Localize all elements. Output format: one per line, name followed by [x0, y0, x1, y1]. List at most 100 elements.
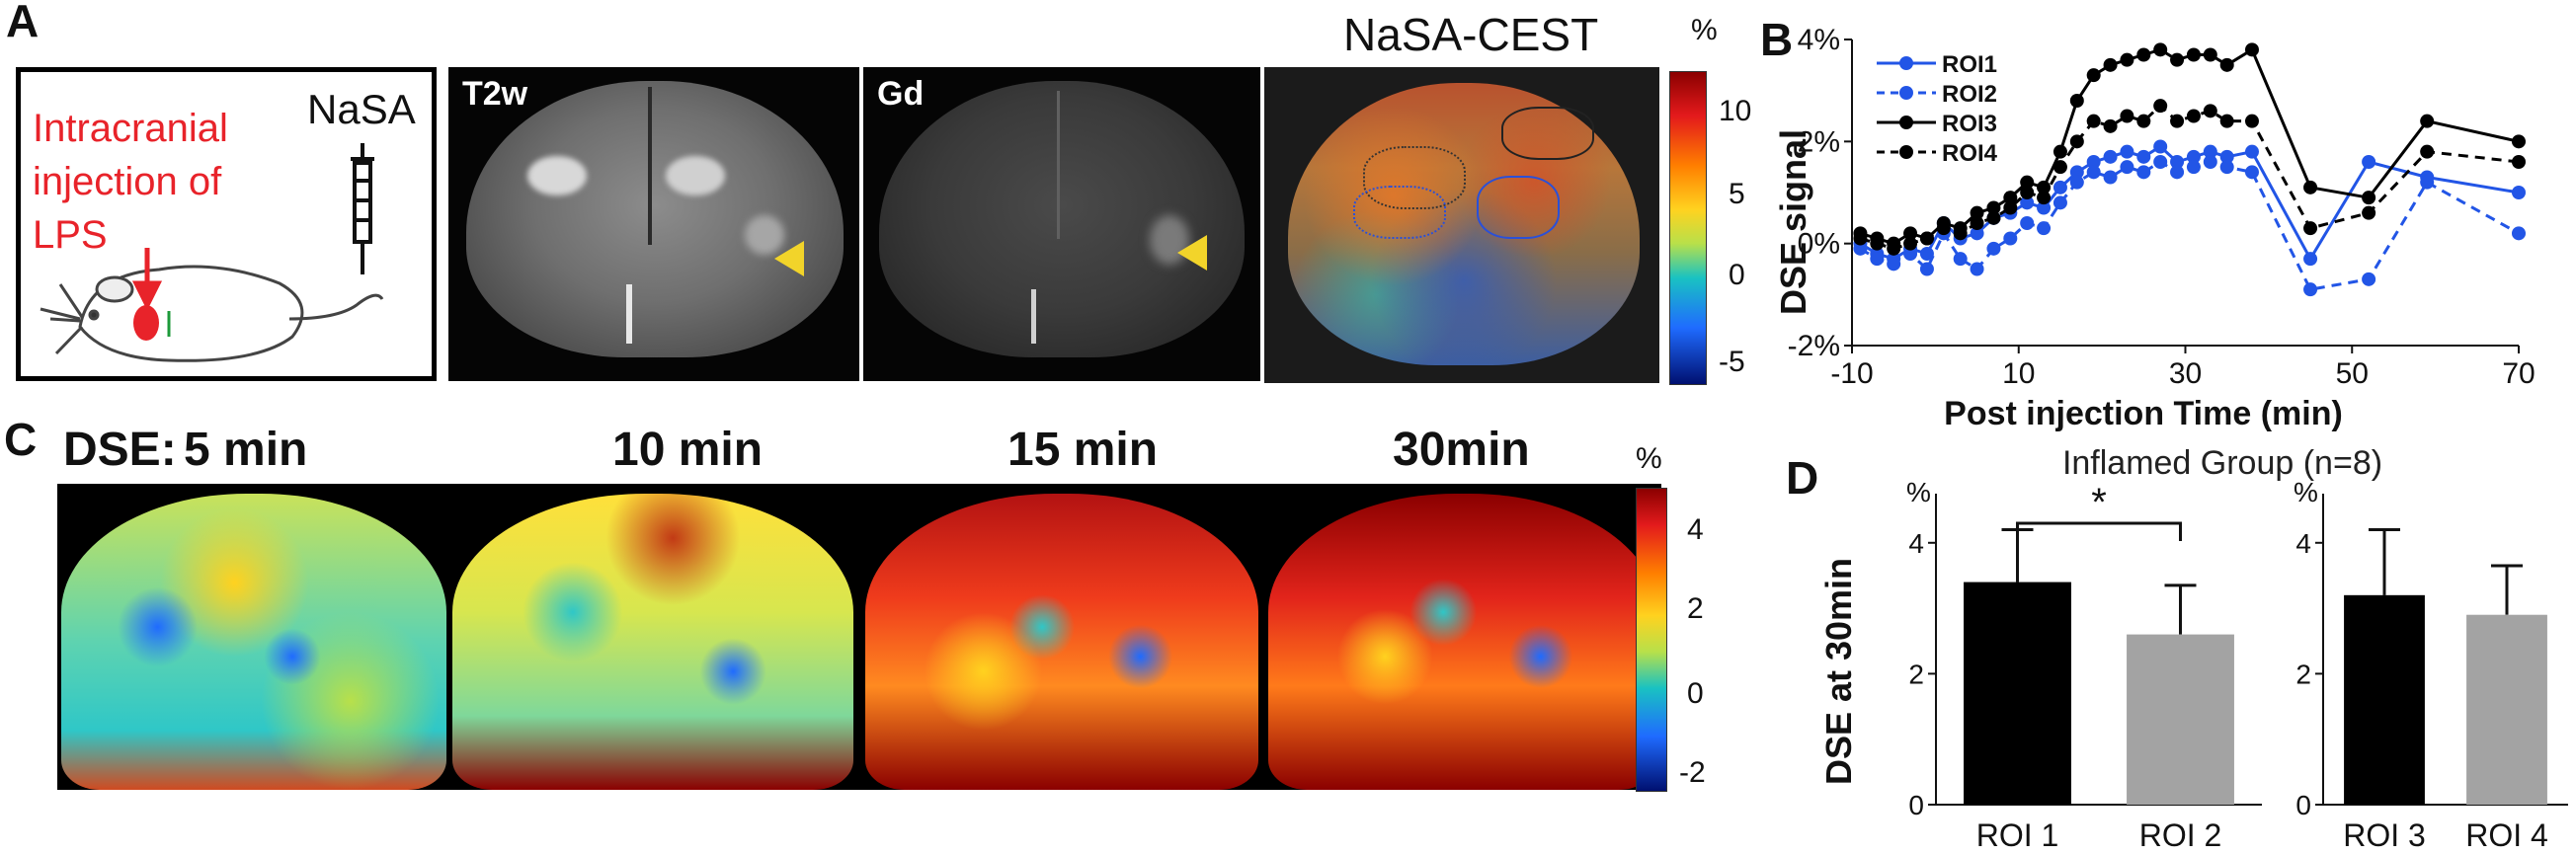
chart-b-point	[2020, 195, 2035, 210]
chart-b-point	[1953, 226, 1968, 241]
chart-b-point	[1903, 226, 1918, 241]
chart-d-category-label: ROI 3	[2343, 817, 2426, 853]
chart-b-point	[2512, 186, 2526, 199]
chart-b-point	[1986, 210, 2001, 225]
dse-time-label: 15 min	[1007, 424, 1159, 476]
chart-b-series-roi1	[1853, 139, 2526, 267]
colorbar-a-unit: %	[1691, 14, 1718, 46]
chart-b-point	[2069, 165, 2084, 180]
chart-d-group: % 0 2 4 ROI 3 ROI 4	[2294, 477, 2568, 853]
chart-d-significance-bracket	[2016, 521, 2182, 541]
colorbar-a-tick: 10	[1719, 95, 1752, 127]
chart-b-point	[2103, 57, 2118, 72]
chart-b-point	[2086, 165, 2101, 180]
chart-b-point	[1986, 200, 2001, 215]
chart-b-point	[2303, 221, 2318, 236]
colorbar-c-tick: -2	[1679, 756, 1706, 789]
colorbar-c	[1636, 488, 1667, 792]
chart-b-point	[2120, 144, 2134, 159]
chart-b-point	[2153, 139, 2168, 154]
chart-d-category-label: ROI 1	[1976, 817, 2059, 853]
chart-d-unit: %	[2294, 477, 2318, 507]
chart-b-ytick-label: 0%	[1798, 228, 1840, 261]
dse-map-30min	[1264, 484, 1661, 790]
chart-b-point	[2020, 175, 2035, 190]
chart-b-point	[2053, 195, 2067, 210]
chart-b-ylabel: DSE signal	[1773, 129, 1813, 315]
chart-b-point	[2103, 149, 2118, 164]
chart-d-unit: %	[1906, 477, 1931, 507]
chart-b-point	[2362, 155, 2376, 169]
chart-b-series-roi2	[1853, 155, 2526, 297]
chart-b-point	[2245, 144, 2259, 159]
chart-b-point	[1903, 247, 1918, 261]
chart-b-point	[1919, 247, 1934, 261]
dse-map-10min	[446, 484, 859, 790]
chart-b-xtick-label: 30	[2169, 357, 2202, 390]
chart-b-point	[2037, 200, 2052, 215]
dse-map-5min	[57, 484, 450, 790]
chart-b-point	[2053, 160, 2067, 175]
chart-b-point	[2420, 114, 2435, 128]
chart-d-bar	[1964, 582, 2071, 805]
chart-b-point	[2003, 231, 2018, 246]
chart-b-point	[1970, 226, 1984, 241]
chart-b-point	[2186, 160, 2201, 175]
chart-b-ytick-label: 2%	[1798, 125, 1840, 158]
nasa-label: NaSA	[307, 86, 416, 132]
chart-b-point	[2245, 42, 2259, 57]
cartoon-text-line2: injection of	[33, 160, 222, 203]
cartoon-text-line3: LPS	[33, 213, 108, 257]
chart-b-point	[1919, 262, 1934, 276]
chart-b-point	[1936, 221, 1951, 236]
chart-d-ylabel: DSE at 30min	[1818, 558, 1859, 785]
chart-d-ytick-label: 2	[1908, 659, 1924, 689]
yellow-arrow-icon	[774, 241, 804, 276]
chart-b-xlabel: Post injection Time (min)	[1944, 395, 2343, 432]
chart-b-point	[2170, 114, 2185, 128]
colorbar-a-tick: 0	[1729, 259, 1745, 291]
chart-d-ytick-label: 4	[1908, 528, 1924, 559]
chart-b-legend-label: ROI2	[1942, 81, 1997, 108]
chart-b-point	[2103, 118, 2118, 133]
chart-b-point	[1970, 205, 1984, 220]
chart-b-legend-item: ROI2	[1877, 81, 1997, 108]
chart-b-point	[2303, 252, 2318, 267]
chart-b-ytick-label: -2%	[1788, 330, 1840, 362]
chart-b-point	[1919, 231, 1934, 246]
chart-b-point	[2103, 170, 2118, 185]
chart-b-point	[2245, 165, 2259, 180]
colorbar-a-tick: 5	[1729, 178, 1745, 210]
chart-b-point	[2053, 144, 2067, 159]
chart-b-point	[2203, 155, 2217, 169]
chart-b-point	[2136, 149, 2151, 164]
chart-b-point	[2420, 175, 2435, 190]
chart-b-xtick-label: -10	[1830, 357, 1873, 390]
chart-b-point	[2037, 221, 2052, 236]
chart-b-series-line	[1859, 160, 2520, 291]
chart-d-group: % 0 2 4 ROI 1 ROI 2 *	[1906, 477, 2262, 853]
chart-b-point	[2170, 52, 2185, 67]
chart-b-point	[1870, 252, 1885, 267]
chart-b-point	[2020, 186, 2035, 199]
chart-b-point	[2153, 42, 2168, 57]
chart-b-point	[2203, 104, 2217, 118]
chart-b-point	[2069, 134, 2084, 149]
chart-b-point	[1887, 241, 1901, 256]
chart-b-point	[2362, 272, 2376, 286]
dse-prefix: DSE:	[63, 424, 177, 476]
chart-b-point	[2037, 191, 2052, 205]
chart-b-point	[2020, 216, 2035, 230]
chart-d-category-label: ROI 2	[2139, 817, 2222, 853]
chart-b-point	[2136, 47, 2151, 62]
yellow-arrow-icon	[1177, 235, 1207, 271]
chart-b-legend-item: ROI1	[1877, 51, 1997, 78]
chart-b-point	[1970, 262, 1984, 276]
chart-b-point	[2362, 205, 2376, 220]
chart-d-ytick-label: 0	[2295, 790, 2311, 820]
chart-b-ytick-label: 4%	[1798, 24, 1840, 56]
t2w-label: T2w	[462, 75, 528, 113]
chart-b-point	[2203, 47, 2217, 62]
chart-b-point	[2069, 94, 2084, 108]
chart-b-point	[2086, 68, 2101, 83]
